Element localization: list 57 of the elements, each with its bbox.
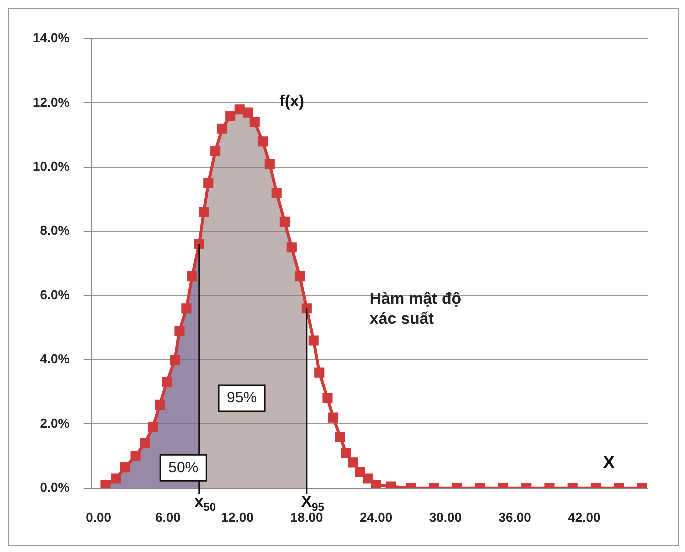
x-axis-title: X [603,452,616,472]
x-tick-label: 30.00 [429,510,462,525]
point [242,108,253,118]
y-tick-label: 4.0% [40,352,70,367]
point [314,368,325,378]
point [170,354,180,366]
point [294,272,306,282]
point [348,458,358,468]
annotation: Hàm mật độ xác suất [370,291,462,328]
point [194,239,204,250]
point [140,438,150,448]
y-tick-label: 0.0% [40,480,70,495]
point [355,467,366,478]
y-tick-label: 6.0% [40,287,70,302]
point [217,124,228,134]
point [234,104,245,115]
point [162,377,172,388]
point [264,159,275,170]
annotation: 50% [168,459,199,476]
annotation: f(x) [280,93,305,110]
point [226,111,236,122]
point [322,393,333,404]
point [111,474,122,484]
point [155,400,166,410]
point [182,304,192,314]
x-tick-label: 12.00 [221,510,254,525]
point [148,422,158,432]
point [187,272,198,282]
y-tick-label: 8.0% [40,223,70,238]
point [308,336,319,346]
point [250,117,260,128]
x-tick-label: 42.00 [568,510,601,525]
point [130,451,141,462]
point [210,146,221,156]
point [328,412,339,423]
point [272,188,282,198]
point [174,326,185,336]
y-tick-label: 10.0% [32,158,70,174]
x-tick-label: 6.00 [156,510,181,525]
point [198,207,210,218]
y-tick-label: 14.0% [32,30,70,46]
point [204,178,214,188]
point [280,216,290,228]
point [258,136,268,147]
point [341,448,352,458]
point [286,242,297,253]
point [363,474,374,484]
y-tick-label: 12.0% [32,94,70,110]
point [120,462,130,473]
y-tick-label: 2.0% [40,416,70,431]
point [335,432,346,442]
x-tick-label: 24.00 [360,510,393,525]
point [371,480,382,488]
x-tick-label: 0.00 [86,510,112,525]
point [100,480,111,488]
annotation: 95% [227,390,258,407]
x-tick-label: 36.00 [498,510,532,525]
